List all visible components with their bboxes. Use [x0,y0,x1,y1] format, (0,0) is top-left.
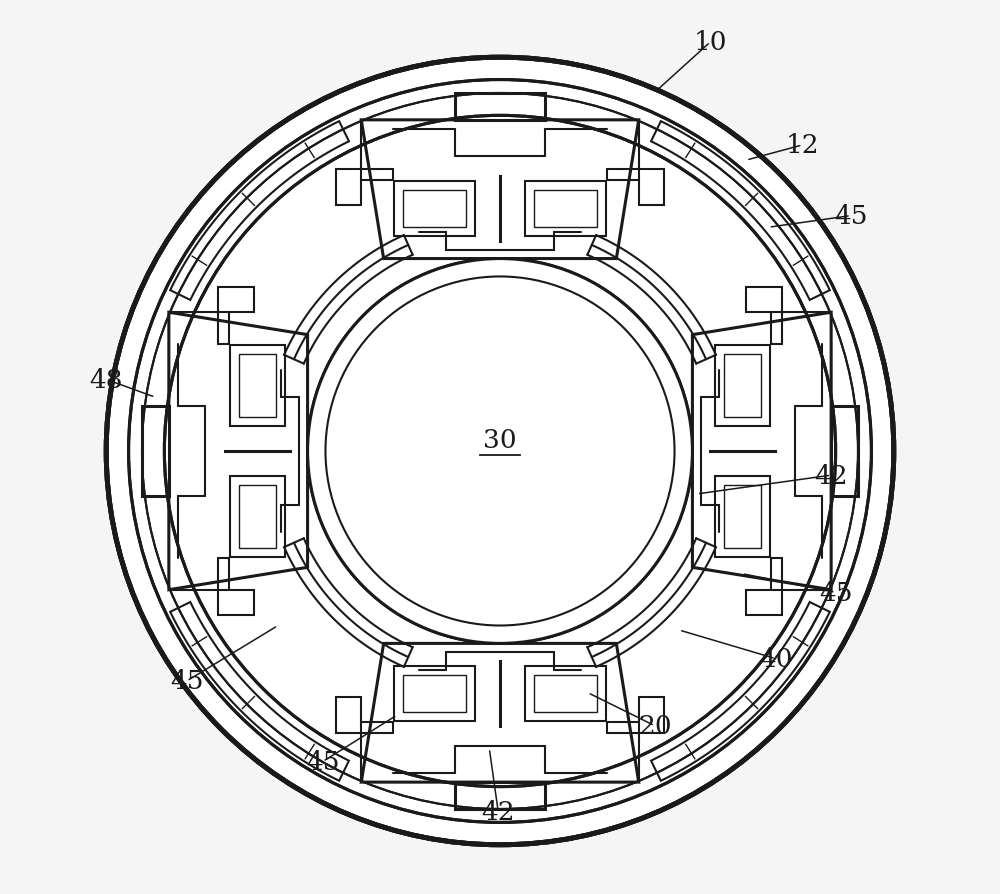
Text: 40: 40 [759,646,792,671]
Polygon shape [534,190,597,228]
Text: 45: 45 [819,580,852,605]
Circle shape [308,259,692,644]
Polygon shape [746,590,782,615]
Polygon shape [394,181,475,237]
Polygon shape [142,407,169,496]
Polygon shape [336,170,361,206]
Polygon shape [639,170,664,206]
Text: 20: 20 [638,713,672,738]
Polygon shape [639,697,664,733]
Polygon shape [651,122,830,300]
Polygon shape [534,675,597,713]
Polygon shape [715,346,770,426]
Polygon shape [403,190,466,228]
Polygon shape [746,288,782,313]
Polygon shape [239,485,276,548]
Polygon shape [361,121,639,259]
Polygon shape [525,666,606,721]
Text: 48: 48 [89,367,123,392]
Polygon shape [336,697,361,733]
Text: 42: 42 [481,799,515,824]
Text: 10: 10 [694,30,727,55]
Polygon shape [230,477,285,557]
Polygon shape [651,603,830,781]
Circle shape [106,58,894,845]
Polygon shape [692,313,831,590]
Polygon shape [525,181,606,237]
Text: 12: 12 [786,133,819,158]
Text: 45: 45 [306,749,340,774]
Polygon shape [218,590,254,615]
Polygon shape [715,477,770,557]
Polygon shape [455,94,545,121]
Polygon shape [394,666,475,721]
Text: 45: 45 [170,669,204,694]
Polygon shape [239,355,276,417]
Text: 30: 30 [483,427,517,452]
Polygon shape [724,485,761,548]
Polygon shape [831,407,858,496]
Polygon shape [170,603,349,781]
Polygon shape [169,313,308,590]
Circle shape [308,259,692,644]
Polygon shape [724,355,761,417]
Polygon shape [403,675,466,713]
Polygon shape [218,288,254,313]
Polygon shape [455,782,545,809]
Text: 42: 42 [814,463,848,488]
Polygon shape [361,644,639,782]
Polygon shape [230,346,285,426]
Text: 45: 45 [834,204,868,229]
Polygon shape [170,122,349,300]
